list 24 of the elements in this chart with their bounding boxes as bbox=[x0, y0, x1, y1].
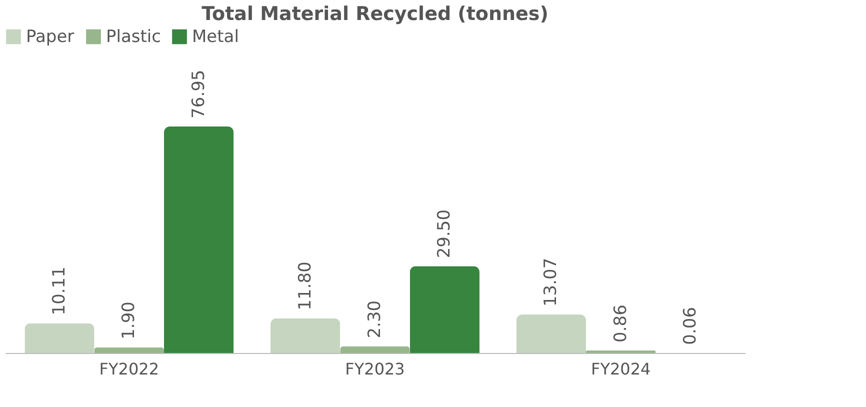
data-label: 1.90 bbox=[119, 302, 140, 340]
chart-title: Total Material Recycled (tonnes) bbox=[202, 3, 548, 25]
data-label: 29.50 bbox=[434, 209, 455, 258]
data-label: 13.07 bbox=[541, 258, 562, 307]
bar bbox=[270, 318, 340, 353]
data-label: 2.30 bbox=[365, 300, 385, 338]
bar bbox=[586, 350, 656, 353]
legend-label: Paper bbox=[26, 26, 74, 47]
legend-label: Plastic bbox=[106, 26, 161, 47]
bar bbox=[164, 126, 234, 353]
x-tick-label: FY2022 bbox=[99, 360, 160, 378]
legend-label: Metal bbox=[192, 26, 239, 47]
data-label: 0.06 bbox=[680, 306, 701, 345]
x-tick-label: FY2023 bbox=[345, 360, 405, 378]
data-label: 76.95 bbox=[188, 70, 209, 118]
bar bbox=[410, 266, 480, 353]
bar bbox=[340, 346, 410, 353]
bar bbox=[24, 323, 94, 353]
x-tick-label: FY2024 bbox=[590, 360, 651, 378]
data-label: 11.80 bbox=[295, 262, 316, 310]
data-label: 10.11 bbox=[49, 266, 70, 316]
data-label: 0.86 bbox=[610, 304, 631, 342]
bar bbox=[516, 314, 586, 353]
bar bbox=[94, 347, 164, 353]
